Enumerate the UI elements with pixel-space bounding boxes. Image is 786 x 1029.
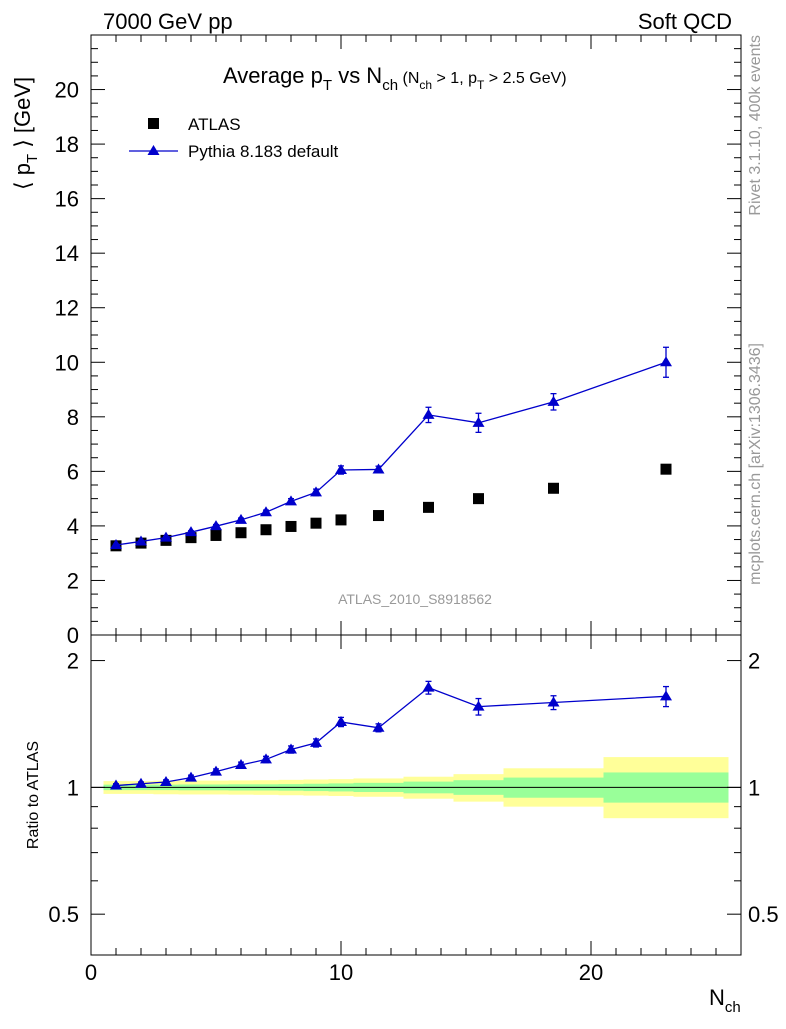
atlas-point — [548, 482, 559, 494]
legend: ATLAS Pythia 8.183 default — [129, 115, 339, 161]
ratio-point — [422, 681, 435, 692]
pythia-point — [472, 416, 485, 427]
x-tick-label: 20 — [579, 960, 603, 985]
y-tick-label: 0 — [67, 623, 79, 648]
pythia-point — [310, 486, 322, 497]
pythia-point — [135, 535, 147, 546]
ratio-y-tick-label-left: 0.5 — [48, 902, 79, 927]
x-axis-label: Nch — [709, 985, 741, 1016]
y-tick-label: 4 — [67, 514, 79, 539]
atlas-point — [260, 524, 272, 536]
ratio-point — [235, 759, 247, 770]
ratio-y-tick-labels: 0.5 0.5 1 1 2 2 — [48, 649, 778, 928]
ratio-point — [210, 765, 222, 776]
main-y-tick-labels: 0 2 4 6 8 10 12 14 16 18 20 — [55, 78, 79, 648]
pythia-point — [235, 513, 247, 524]
header-left: 7000 GeV pp — [103, 9, 233, 34]
ratio-y-tick-label-right: 0.5 — [748, 902, 779, 927]
x-tick-label: 0 — [85, 960, 97, 985]
pythia-point — [372, 463, 385, 474]
y-tick-label: 10 — [55, 350, 79, 375]
ratio-point — [185, 771, 197, 782]
y-tick-label: 20 — [55, 78, 79, 103]
pythia-line — [115, 361, 667, 546]
atlas-point — [235, 527, 247, 539]
atlas-point — [473, 493, 484, 505]
pythia-point — [110, 539, 122, 549]
pythia-point — [160, 531, 172, 542]
y-tick-label: 16 — [55, 187, 79, 212]
atlas-point — [310, 517, 322, 529]
ratio-y-tick-label-left: 1 — [67, 775, 79, 800]
legend-atlas-label: ATLAS — [188, 115, 241, 134]
x-tick-labels: 0 10 20 — [85, 960, 603, 985]
y-tick-label: 12 — [55, 296, 79, 321]
y-tick-label: 6 — [67, 459, 79, 484]
pythia-point — [422, 408, 435, 419]
ratio-point — [110, 779, 122, 790]
pythia-point — [210, 520, 222, 531]
main-title: Average pT vs Nch (Nch > 1, pT > 2.5 GeV… — [223, 63, 567, 94]
ratio-y-axis-label: Ratio to ATLAS — [25, 741, 42, 849]
header-right: Soft QCD — [638, 9, 732, 34]
atlas-point — [660, 463, 672, 475]
rivet-label: Rivet 3.1.10, 400k events — [747, 35, 764, 216]
ratio-point — [660, 690, 672, 701]
x-tick-label: 10 — [329, 960, 353, 985]
pythia-point — [547, 395, 560, 406]
ratio-axis-ticks — [90, 635, 742, 956]
atlas-point — [423, 501, 434, 513]
pythia-point — [185, 526, 197, 537]
ratio-y-tick-label-right: 1 — [748, 775, 760, 800]
legend-pythia-marker — [147, 145, 160, 155]
ratio-point — [135, 777, 147, 788]
main-series-group — [110, 346, 672, 552]
ratio-point — [547, 696, 560, 707]
atlas-point — [373, 510, 384, 522]
reference-analysis-label: ATLAS_2010_S8918562 — [338, 591, 492, 607]
atlas-point — [210, 529, 222, 541]
y-tick-label: 8 — [67, 405, 79, 430]
legend-pythia-label: Pythia 8.183 default — [188, 142, 339, 161]
ratio-y-tick-label-left: 2 — [67, 649, 79, 674]
pythia-point — [285, 495, 297, 506]
legend-atlas-marker — [148, 118, 159, 129]
pythia-point — [660, 356, 672, 367]
ratio-point — [335, 715, 347, 726]
ratio-point — [285, 743, 297, 754]
main-y-axis-label: ⟨ pT ⟩ [GeV] — [10, 77, 41, 190]
y-tick-label: 2 — [67, 568, 79, 593]
main-axis-ticks — [90, 35, 742, 636]
ratio-point — [260, 753, 272, 764]
pythia-point — [335, 464, 347, 474]
atlas-point — [185, 532, 197, 544]
ratio-y-tick-label-right: 2 — [748, 649, 760, 674]
ratio-point — [472, 700, 485, 711]
ratio-series-group — [110, 680, 672, 790]
y-tick-label: 18 — [55, 132, 79, 157]
ratio-point — [372, 721, 385, 732]
mcplots-label: mcplots.cern.ch [arXiv:1306.3436] — [747, 343, 764, 585]
pythia-point — [260, 506, 272, 517]
ratio-point — [310, 736, 322, 747]
y-tick-label: 14 — [55, 241, 79, 266]
atlas-point — [335, 514, 347, 526]
atlas-point — [285, 520, 297, 532]
ratio-point — [160, 775, 172, 786]
